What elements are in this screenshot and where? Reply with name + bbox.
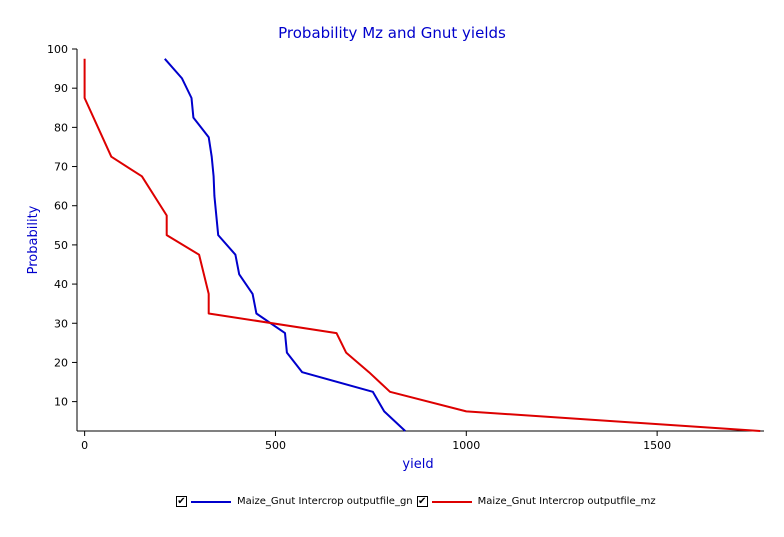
- legend-checkbox-gn[interactable]: ✔: [176, 495, 187, 507]
- legend-checkbox-mz[interactable]: ✔: [416, 495, 428, 507]
- x-tick-label: 1000: [452, 439, 480, 452]
- legend-item-mz[interactable]: ✔ Maize_Gnut Intercrop outputfile_mz: [416, 495, 656, 507]
- legend-swatch-mz: [431, 500, 472, 503]
- series-line-mz: [83, 58, 761, 432]
- y-tick-label: 60: [54, 200, 68, 213]
- x-tick-label: 500: [265, 439, 286, 452]
- y-tick-label: 100: [47, 43, 68, 56]
- legend-item-gn[interactable]: ✔ Maize_Gnut Intercrop outputfile_gn: [176, 496, 413, 507]
- y-tick-label: 80: [54, 121, 68, 134]
- y-tick-label: 20: [54, 356, 68, 369]
- legend-label-gn: Maize_Gnut Intercrop outputfile_gn: [237, 496, 413, 507]
- legend: ✔ Maize_Gnut Intercrop outputfile_gn ✔ M…: [176, 496, 660, 507]
- y-tick-label: 30: [54, 317, 68, 330]
- chart-title: Probability Mz and Gnut yields: [278, 24, 506, 42]
- y-axis-label: Probability: [26, 205, 41, 274]
- x-axis-label: yield: [402, 457, 433, 472]
- x-tick-label: 1500: [643, 439, 671, 452]
- y-tick-label: 70: [54, 161, 68, 174]
- y-tick-label: 40: [54, 278, 68, 291]
- y-tick-label: 50: [54, 239, 68, 252]
- series-line-gn: [164, 58, 406, 432]
- x-tick-label: 0: [81, 439, 88, 452]
- legend-swatch-gn: [191, 500, 231, 503]
- y-tick-label: 10: [54, 396, 68, 409]
- legend-label-mz: Maize_Gnut Intercrop outputfile_mz: [477, 496, 656, 507]
- y-tick-label: 90: [54, 82, 68, 95]
